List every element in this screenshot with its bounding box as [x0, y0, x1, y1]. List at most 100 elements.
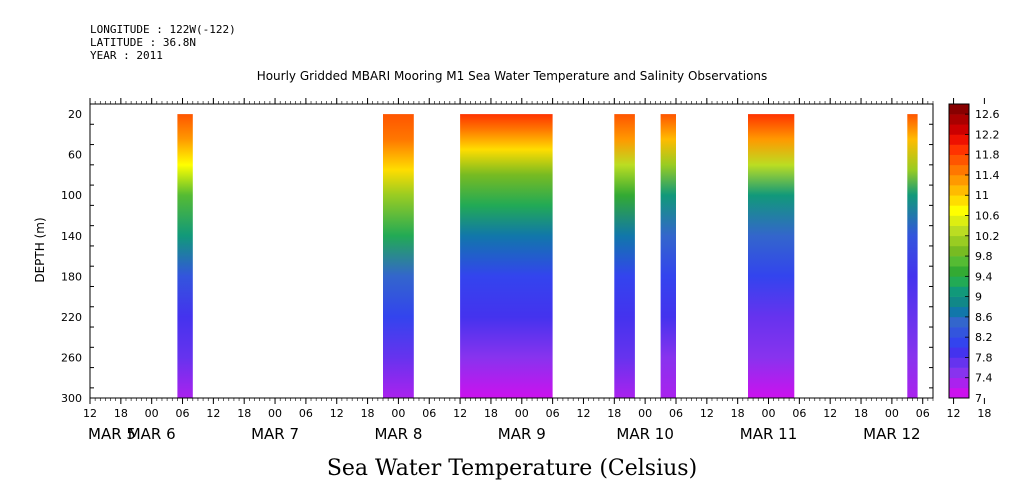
- colorbar-label: 7.8: [975, 351, 993, 364]
- colorbar-label: 7.4: [975, 372, 993, 385]
- colorbar-swatch: [949, 134, 969, 145]
- colorbar-label: 10.6: [975, 210, 1000, 223]
- colorbar-swatch: [949, 327, 969, 338]
- x-date-label: MAR 9: [498, 425, 546, 443]
- x-hour-tick-label: 00: [268, 407, 282, 420]
- x-date-label: MAR 5: [88, 425, 136, 443]
- colorbar-swatch: [949, 367, 969, 379]
- x-hour-tick-label: 12: [453, 407, 467, 420]
- x-date-label: MAR 11: [740, 425, 797, 443]
- colorbar-swatch: [949, 164, 969, 176]
- y-tick-label: 60: [68, 149, 82, 162]
- x-hour-tick-label: 12: [83, 407, 97, 420]
- colorbar-label: 11.4: [975, 169, 1000, 182]
- data-block-5: [660, 114, 676, 398]
- data-block-6: [748, 114, 795, 398]
- colorbar-swatch: [949, 286, 969, 297]
- colorbar-label: 9.4: [975, 270, 993, 283]
- colorbar-label: 11: [975, 189, 989, 202]
- x-hour-tick-label: 12: [947, 407, 961, 420]
- x-hour-tick-label: 18: [114, 407, 128, 420]
- data-block-2: [383, 114, 414, 398]
- colorbar-swatch: [949, 114, 969, 125]
- x-hour-tick-label: 06: [669, 407, 683, 420]
- x-hour-tick-label: 12: [330, 407, 344, 420]
- colorbar-label: 7: [975, 392, 982, 405]
- x-axis: 12 18 00 06 12 18 00 06 12 18 00 06 12 18 00 06 12 18 00 06…: [83, 98, 1009, 443]
- year-label: YEAR : 2011: [90, 49, 163, 62]
- colorbar-swatch: [949, 276, 969, 287]
- x-hour-tick-label: 18: [237, 407, 251, 420]
- colorbar-swatch: [949, 235, 969, 247]
- colorbar-label: 11.8: [975, 149, 1000, 162]
- x-date-label: MAR 8: [374, 425, 422, 443]
- colorbar-label: 8.6: [975, 311, 993, 324]
- colorbar-swatch: [949, 296, 969, 308]
- x-hour-tick-label: 18: [977, 407, 991, 420]
- colorbar-swatch: [949, 124, 969, 135]
- x-hour-tick-label: 06: [792, 407, 806, 420]
- x-hour-tick-label: 00: [638, 407, 652, 420]
- colorbar-swatch: [949, 306, 969, 318]
- data-block-4: [614, 114, 635, 398]
- colorbar-swatch: [949, 104, 969, 115]
- x-hour-tick-label: 12: [700, 407, 714, 420]
- y-tick-label: 20: [68, 108, 82, 121]
- colorbar: 12.6 12.2 11.8 11.4 11 10.6 10.2 9.8 9.4 9 8.6 8.2 7…: [948, 103, 1000, 405]
- x-hour-tick-label: 00: [885, 407, 899, 420]
- x-hour-tick-label: 12: [823, 407, 837, 420]
- colorbar-swatch: [949, 387, 969, 399]
- colorbar-label: 10.2: [975, 230, 1000, 243]
- latitude-label: LATITUDE : 36.8N: [90, 36, 196, 49]
- y-tick-label: 180: [61, 270, 82, 283]
- colorbar-swatch: [949, 256, 969, 267]
- x-hour-tick-label: 18: [854, 407, 868, 420]
- x-hour-tick-label: 00: [391, 407, 405, 420]
- x-date-label: MAR 10: [616, 425, 673, 443]
- x-hour-tick-label: 12: [206, 407, 220, 420]
- colorbar-swatch: [949, 347, 969, 358]
- colorbar-swatch: [949, 245, 969, 257]
- colorbar-swatch: [949, 174, 969, 186]
- x-hour-tick-label: 18: [607, 407, 621, 420]
- y-axis-label: DEPTH (m): [33, 217, 47, 282]
- x-date-label: MAR 12: [863, 425, 920, 443]
- colorbar-label: 12.2: [975, 128, 1000, 141]
- x-hour-tick-label: 18: [731, 407, 745, 420]
- colorbar-label: 9: [975, 291, 982, 304]
- colorbar-frame: [948, 103, 970, 399]
- colorbar-swatch: [949, 185, 969, 196]
- colorbar-swatch: [949, 316, 969, 328]
- longitude-label: LONGITUDE : 122W(-122): [90, 23, 236, 36]
- chart-title: Hourly Gridded MBARI Mooring M1 Sea Wate…: [257, 69, 768, 83]
- y-axis: 20 60 100 140 180 220 260 300: [61, 103, 933, 405]
- x-hour-tick-label: 00: [762, 407, 776, 420]
- colorbar-swatch: [949, 266, 969, 277]
- colorbar-swatch: [949, 215, 969, 226]
- colorbar-swatch: [949, 377, 969, 389]
- y-tick-label: 100: [61, 189, 82, 202]
- x-hour-tick-label: 12: [576, 407, 590, 420]
- colorbar-swatch: [949, 357, 969, 368]
- y-tick-label: 140: [61, 230, 82, 243]
- x-date-label: MAR 6: [128, 425, 176, 443]
- colorbar-swatch: [949, 144, 969, 155]
- data-blocks: [177, 114, 918, 398]
- colorbar-swatch: [949, 154, 969, 166]
- data-block-7: [907, 114, 918, 398]
- x-hour-tick-label: 00: [515, 407, 529, 420]
- x-hour-tick-label: 06: [546, 407, 560, 420]
- colorbar-label: 9.8: [975, 250, 993, 263]
- colorbar-swatch: [949, 225, 969, 237]
- y-tick-label: 220: [61, 311, 82, 324]
- colorbar-swatch: [949, 205, 969, 216]
- x-hour-tick-label: 06: [916, 407, 930, 420]
- x-date-label: MAR 7: [251, 425, 299, 443]
- variable-label: Sea Water Temperature (Celsius): [327, 456, 697, 481]
- y-tick-label: 260: [61, 351, 82, 364]
- y-tick-label: 300: [61, 392, 82, 405]
- x-hour-tick-label: 06: [299, 407, 313, 420]
- colorbar-swatch: [949, 337, 969, 348]
- x-hour-tick-label: 06: [176, 407, 190, 420]
- data-block-1: [177, 114, 193, 398]
